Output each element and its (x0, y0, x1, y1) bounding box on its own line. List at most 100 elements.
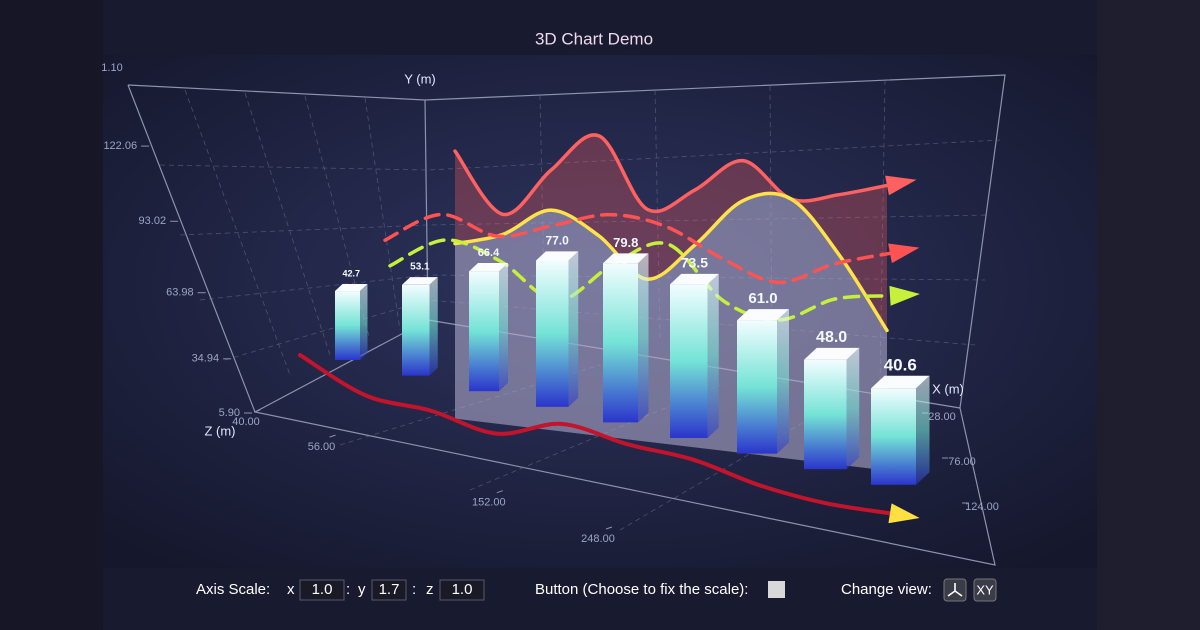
view-xy-button[interactable]: XY (973, 578, 997, 602)
x-scale-label: x (287, 581, 295, 598)
line (383, 212, 892, 285)
axis-scale-label: Axis Scale: (196, 581, 270, 598)
line (388, 238, 892, 322)
bar (335, 284, 368, 360)
bar-front (871, 388, 916, 485)
bar-value-label: 61.0 (748, 290, 777, 307)
z-scale-label: z (426, 581, 434, 598)
bar (804, 347, 860, 470)
bar-side (707, 273, 719, 438)
line (298, 353, 892, 516)
bar-value-label: 73.5 (681, 255, 708, 271)
z-tick-label: 56.00 (308, 441, 336, 453)
line (453, 191, 889, 333)
controls-bar: Axis Scale: x 1.0 : y 1.7 : z 1.0 Button… (196, 578, 997, 602)
bar-front (603, 263, 638, 423)
z-tick (605, 526, 613, 530)
arrow-head (889, 285, 920, 306)
z-tick-label: 40.00 (232, 416, 260, 428)
change-view-label: Change view: (841, 581, 932, 598)
view-3d-button[interactable] (943, 578, 967, 602)
bar (469, 262, 508, 392)
y-tick-label: 34.94 (192, 353, 220, 365)
y-tick-label: 5.90 (219, 407, 240, 419)
bar-value-label: 66.4 (478, 247, 500, 259)
bar-side (429, 277, 438, 376)
bar (737, 309, 789, 454)
bar-front (670, 284, 708, 438)
bar-top (670, 273, 719, 285)
axes-icon (947, 583, 963, 597)
z-axis-label: Z (m) (204, 423, 235, 438)
button-frame (973, 578, 997, 602)
separator: : (412, 581, 416, 598)
line (453, 133, 889, 217)
z-tick (329, 434, 336, 438)
z-tick (253, 409, 261, 413)
xy-button-label: XY (976, 582, 994, 597)
separator: : (346, 581, 350, 598)
y-tick-label: 63.98 (166, 287, 194, 299)
bar-front (804, 359, 847, 470)
bar-side (846, 347, 860, 470)
bar-value-label: 40.6 (884, 355, 917, 374)
chart-marks: Y (m) Z (m) X (m) 1.10 5.90 34.94 63.98 93.02 12… (101, 62, 999, 545)
y-tick-label: 93.02 (139, 215, 167, 227)
y-tick-label: 122.06 (103, 140, 137, 152)
bar-side (638, 253, 649, 423)
bar-front (469, 271, 499, 392)
bar-value-label: 48.0 (816, 329, 847, 346)
arrow-head (888, 503, 920, 524)
y-scale-label: y (358, 581, 366, 598)
y-scale-input[interactable] (371, 579, 407, 601)
bar-top (804, 347, 860, 360)
z-tick-label: 248.00 (581, 533, 615, 545)
chart-title: 3D Chart Demo (535, 29, 653, 48)
bar-top (536, 251, 579, 261)
bar (871, 375, 930, 485)
bar-front (536, 260, 569, 407)
bar-front (737, 320, 777, 454)
y-axis-label: Y (m) (404, 71, 436, 86)
fix-scale-checkbox[interactable] (768, 581, 785, 598)
bar (670, 273, 719, 438)
bar-top (871, 375, 930, 389)
bar (536, 251, 579, 407)
bar-top (603, 253, 649, 264)
bar-top (737, 309, 789, 321)
x-scale-value: 1.0 (312, 581, 333, 598)
z-scale-input[interactable] (439, 579, 485, 601)
x-scale-input[interactable] (299, 579, 345, 601)
bar-side (568, 251, 579, 407)
z-scale-value: 1.0 (452, 581, 473, 598)
bar-value-label: 53.1 (410, 262, 430, 273)
fix-scale-label: Button (Choose to fix the scale): (535, 581, 748, 598)
bar-side (916, 375, 930, 485)
x-axis-label: X (m) (932, 381, 964, 396)
bar-side (499, 262, 508, 392)
x-tick-label: 76.00 (948, 456, 976, 468)
box-edge (254, 319, 429, 413)
bar-top (402, 277, 438, 285)
z-tick-label: 152.00 (472, 497, 506, 509)
bar-side (777, 309, 789, 454)
x-tick-label: 28.00 (928, 411, 956, 423)
bar-value-label: 79.8 (613, 235, 638, 250)
y-scale-value: 1.7 (379, 581, 400, 598)
y-top-label: 1.10 (101, 62, 122, 74)
bar-front (335, 291, 360, 360)
bar-value-label: 42.7 (342, 268, 360, 278)
bar-side (360, 284, 368, 360)
bar-front (402, 284, 430, 376)
bar (603, 253, 649, 423)
bar-top (469, 262, 508, 272)
bar (402, 277, 438, 376)
bar-top (335, 284, 368, 292)
x-tick-label: 124.00 (965, 501, 999, 513)
arrow-head (885, 175, 917, 196)
bar-value-label: 77.0 (545, 234, 569, 248)
z-tick (496, 490, 503, 494)
chart-panel (103, 55, 1097, 568)
arrow-head (888, 243, 920, 264)
